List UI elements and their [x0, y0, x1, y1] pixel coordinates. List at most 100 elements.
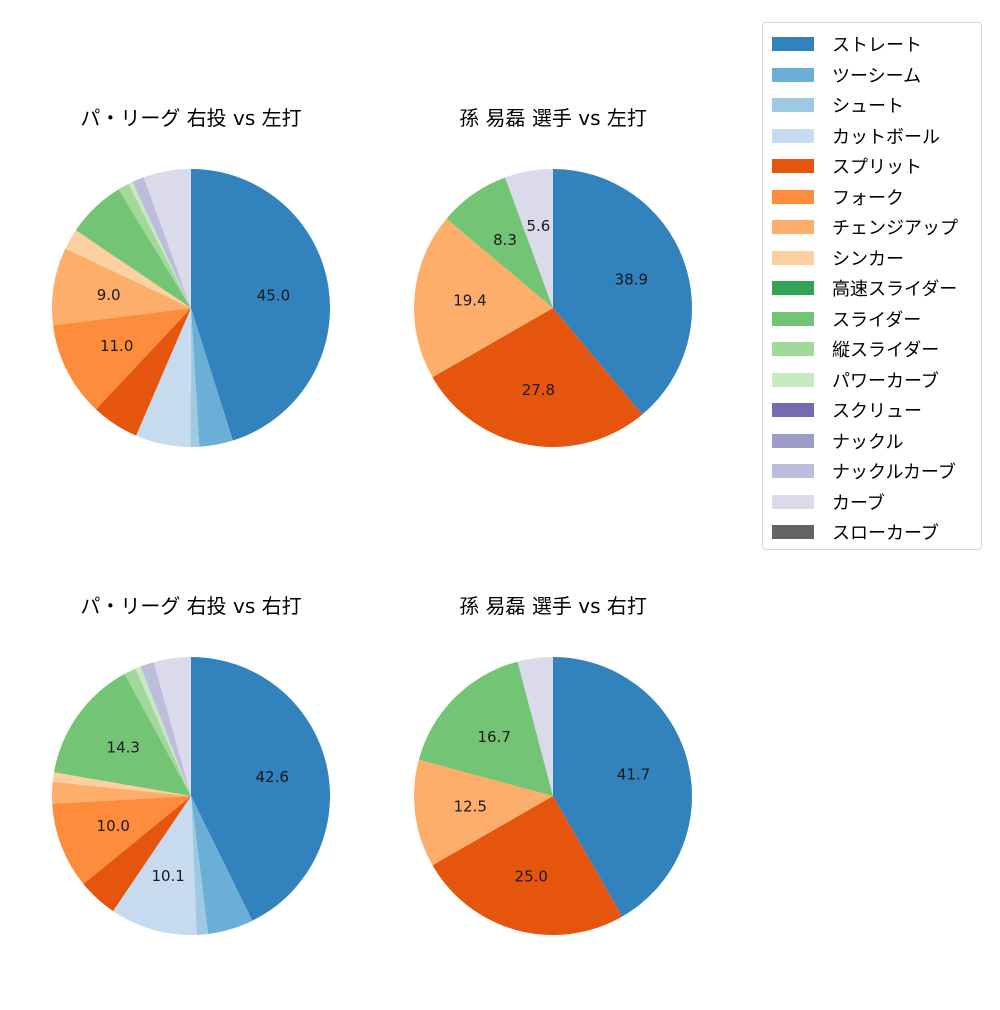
slice-label: 8.3 — [493, 231, 517, 249]
slice-label: 5.6 — [526, 217, 550, 235]
legend-swatch — [772, 281, 814, 295]
slice-label: 10.1 — [151, 867, 184, 885]
legend-label: カットボール — [832, 126, 940, 148]
pie-slice — [95, 308, 191, 436]
pie-slice — [140, 662, 191, 796]
legend-item: スライダー — [772, 304, 921, 334]
legend-swatch — [772, 403, 814, 417]
legend-item: チェンジアップ — [772, 212, 958, 242]
legend-item: フォーク — [772, 182, 904, 212]
legend-label: チェンジアップ — [832, 218, 958, 239]
legend-swatch — [772, 250, 814, 265]
pie-slice — [52, 781, 191, 804]
pie-slice — [418, 661, 553, 796]
pie-slice — [191, 796, 209, 935]
pie-slice — [153, 657, 191, 796]
legend-item: カットボール — [772, 121, 940, 151]
legend-label: 縦スライダー — [832, 340, 940, 361]
pie-slice — [65, 230, 191, 308]
legend-swatch — [772, 189, 814, 204]
pie-slice — [143, 169, 191, 308]
pie-slice — [118, 183, 191, 308]
legend-swatch — [772, 525, 814, 539]
legend: ストレートツーシームシュートカットボール スプリットフォークチェンジアップ シンカー… — [762, 22, 982, 550]
pie-slice — [553, 657, 692, 917]
legend-label: シュート — [832, 96, 904, 117]
pie-chart: 45.0 11.0 9.0 — [52, 169, 330, 447]
legend-swatch — [772, 433, 814, 448]
legend-item: シュート — [772, 90, 904, 120]
pie-slice — [135, 666, 191, 796]
chart-title: 孫 易磊 選手 vs 左打 — [459, 106, 647, 130]
legend-swatch — [772, 67, 814, 82]
pie-slice — [75, 189, 191, 308]
legend-item: 高速スライダー — [772, 273, 957, 303]
slice-label: 42.6 — [256, 768, 289, 786]
legend-swatch — [772, 159, 814, 173]
pie-slice — [52, 796, 192, 884]
pie-slice — [191, 657, 330, 921]
pie-chart: 41.7 25.0 12.5 16.7 — [414, 657, 692, 935]
legend-label: パワーカーブ — [832, 370, 939, 392]
chart-title: 孫 易磊 選手 vs 右打 — [459, 594, 647, 618]
slice-label: 10.0 — [97, 817, 130, 835]
legend-label: シンカー — [832, 248, 904, 270]
pie-slice — [553, 169, 692, 415]
legend-item: ナックルカーブ — [772, 456, 956, 486]
pie-panel-player-vs-right: 孫 易磊 選手 vs 右打 41.7 25.0 12.5 16.7 — [383, 590, 723, 1010]
legend-swatch — [772, 494, 814, 509]
legend-swatch — [772, 311, 814, 326]
pie-slice — [52, 248, 191, 326]
pie-slice — [136, 308, 191, 447]
legend-label: スクリュー — [832, 401, 922, 422]
legend-label: ナックルカーブ — [832, 462, 956, 483]
legend-swatch — [772, 220, 814, 234]
pie-slice — [132, 177, 191, 308]
legend-label: ストレート — [832, 35, 922, 56]
legend-item: シンカー — [772, 243, 904, 273]
legend-item: ツーシーム — [772, 60, 921, 90]
pie-chart: 38.9 27.8 19.4 8.3 5.6 — [414, 169, 692, 448]
pie-slice — [124, 668, 191, 796]
slice-label: 27.8 — [522, 381, 555, 399]
pie-slice — [505, 169, 553, 308]
legend-label: ナックル — [832, 431, 904, 453]
slice-label: 38.9 — [615, 271, 648, 289]
legend-label: スローカーブ — [832, 523, 939, 544]
legend-label: スプリット — [832, 157, 922, 178]
slice-label: 9.0 — [97, 286, 121, 304]
pie-slice — [414, 759, 553, 866]
legend-item: パワーカーブ — [772, 365, 939, 395]
pie-panel-league-vs-right: パ・リーグ 右投 vs 右打 42.6 10.1 10.0 14.3 — [21, 590, 361, 1010]
pie-slice — [53, 308, 192, 410]
pie-slice — [54, 673, 192, 796]
legend-label: ツーシーム — [832, 65, 922, 87]
slice-label: 19.4 — [453, 292, 486, 310]
chart-title: パ・リーグ 右投 vs 左打 — [80, 106, 302, 130]
legend-item: ナックル — [772, 426, 903, 456]
pie-slice — [83, 796, 191, 912]
pie-slice — [190, 308, 200, 447]
pie-chart: 42.6 10.1 10.0 14.3 — [52, 657, 330, 935]
legend-label: フォーク — [832, 187, 904, 209]
legend-label: カーブ — [832, 492, 885, 514]
slice-label: 25.0 — [515, 868, 548, 886]
slice-label: 41.7 — [617, 765, 650, 783]
pie-slice — [113, 796, 197, 935]
legend-item: ストレート — [772, 29, 922, 59]
chart-title: パ・リーグ 右投 vs 右打 — [80, 594, 302, 618]
pie-slice — [517, 657, 553, 796]
pie-slice — [128, 181, 191, 308]
pie-slice — [52, 772, 191, 796]
slice-label: 45.0 — [257, 286, 290, 304]
slice-label: 12.5 — [454, 798, 487, 816]
pie-slice — [446, 177, 553, 308]
legend-swatch — [772, 464, 814, 478]
legend-label: 高速スライダー — [832, 279, 958, 300]
legend-item: カーブ — [772, 487, 885, 517]
pie-slice — [432, 796, 623, 935]
legend-item: スローカーブ — [772, 517, 939, 547]
legend-label: スライダー — [832, 309, 922, 331]
legend-swatch — [772, 372, 814, 387]
pie-slice — [191, 308, 233, 447]
